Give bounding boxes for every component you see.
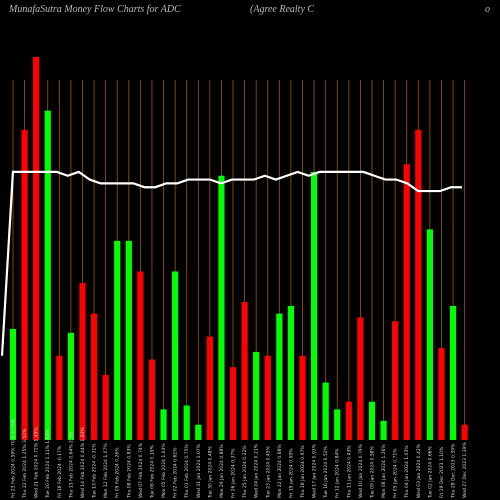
bar-green	[449, 305, 457, 440]
bar-red	[241, 302, 248, 440]
bar-green	[426, 229, 433, 440]
money-flow-line	[0, 170, 462, 356]
x-tick-label: Tue 20 Feb 2024 1.11% 1.62%	[45, 429, 51, 499]
x-tick-label: Mon 29 Jan 2024 0.88%	[219, 444, 225, 498]
bar-red	[56, 355, 63, 440]
bar-green	[172, 271, 179, 440]
x-tick-label: Tue 16 Jan 2024 0.51%	[323, 445, 329, 499]
x-tick-label: Tue 23 Jan 2024 0.45%	[265, 445, 271, 499]
x-tick-label: Tue 09 Jan 2024 0.58%	[369, 445, 375, 499]
x-tick-labels: Fri 23 Feb 2024 0.59% 70.6, 0.76% Thu 22 …	[11, 418, 469, 499]
bar-green	[276, 313, 283, 440]
x-tick-label: Wed 17 Jan 2024 0.93%	[312, 443, 318, 498]
bar-green	[67, 332, 74, 440]
bar-red	[461, 424, 468, 440]
x-tick-label: Fri 23 Feb 2024 0.59% 70.6, 0.76%	[11, 418, 17, 498]
bar-red	[33, 57, 40, 440]
bar-red	[299, 355, 306, 440]
bar-red	[229, 367, 237, 440]
x-tick-label: Fri 19 Jan 2024 0.59%	[288, 448, 294, 498]
x-tick-label: Fri 29 Dec 2023 1.10%	[439, 446, 445, 498]
x-tick-label: Wed 14 Feb 2024 0.44% 1.63%	[80, 427, 86, 498]
x-tick-label: Wed 07 Feb 2024 0.74%	[138, 442, 144, 498]
bar-green	[287, 305, 295, 440]
bar-green	[183, 405, 190, 440]
x-tick-label: Fri 02 Feb 2024 0.61%	[173, 447, 179, 498]
x-tick-label: Mon 22 Jan 2024 0.68%	[277, 444, 283, 498]
bar-green	[218, 175, 225, 441]
x-tick-label: Wed 21 Feb 2024 0.72% 1.45%	[34, 427, 40, 498]
x-tick-label: Mon 08 Jan 2024 1.26%	[381, 444, 387, 498]
x-tick-label: Thu 15 Feb 2024 0.64% 2.5%	[68, 431, 74, 499]
bar-red	[403, 164, 410, 441]
bar-green	[334, 409, 341, 440]
bar-green	[160, 409, 167, 440]
bar-red	[357, 317, 364, 440]
x-tick-label: Wed 03 Jan 2024 0.42%	[416, 443, 422, 498]
bar-red	[264, 355, 271, 440]
bar-red	[415, 129, 422, 440]
chart-title: MunafaSutra Money Flow Charts for ADC (A…	[9, 4, 490, 20]
x-tick-label: Thu 25 Jan 2024 0.32%	[242, 445, 248, 499]
x-tick-label: Fri 09 Feb 2024 0.26%	[115, 447, 121, 498]
chart-title-tail: o	[485, 4, 490, 15]
x-tick-label: Thu 18 Jan 2024 0.97%	[300, 445, 306, 499]
bar-red	[345, 401, 352, 440]
x-tick-label: Wed 31 Jan 2024 1.07%	[196, 443, 202, 498]
bar-red	[90, 313, 98, 440]
x-tick-label: Fri 26 Jan 2024 0.37%	[231, 448, 237, 498]
x-tick-label: Thu 28 Dec 2023 0.39%	[451, 443, 457, 499]
bar-green	[125, 240, 132, 440]
x-tick-label: Fri 12 Jan 2024 0.84%	[335, 448, 341, 498]
bar-green	[114, 240, 121, 440]
x-tick-label: Thu 22 Feb 2024 1.25% 3.52%	[22, 428, 28, 499]
x-tick-label: Fri 16 Feb 2024 -0.17%	[57, 445, 63, 498]
x-tick-label: Mon 05 Feb 2024 1.04%	[161, 443, 167, 498]
x-tick-label: Tue 02 Jan 2024 0.66%	[427, 445, 433, 499]
bar-red	[79, 282, 86, 440]
x-tick-label: Thu 08 Feb 2024 0.83%	[126, 444, 132, 499]
bar-red	[206, 336, 213, 440]
x-tick-label: Tue 13 Feb 2024 -0.31%	[92, 443, 98, 499]
bar-green	[253, 351, 260, 440]
x-tick-label: Wed 10 Jan 2024 0.79%	[358, 443, 364, 498]
bar-red	[102, 374, 109, 440]
bar-red	[137, 271, 144, 440]
bar-green	[44, 110, 51, 441]
bars	[9, 57, 468, 441]
bar-green	[310, 171, 318, 440]
x-tick-label: Thu 01 Feb 2024 0.75%	[184, 444, 190, 499]
x-tick-label: Thu 11 Jan 2024 0.43%	[346, 445, 352, 499]
x-tick-label: Wed 27 Dec 2023 1.39%	[462, 442, 468, 498]
bar-green	[322, 382, 329, 440]
bar-red	[392, 321, 399, 440]
bar-green	[9, 328, 17, 440]
chart-title-left: MunafaSutra Money Flow Charts for ADC	[9, 4, 181, 15]
bar-green	[380, 420, 387, 440]
bar-green	[368, 401, 376, 440]
bar-green	[195, 424, 202, 440]
x-tick-label: Tue 30 Jan 2024 0.48%	[207, 445, 213, 499]
bar-red	[438, 348, 445, 440]
x-tick-label: Thu 04 Jan 2024 1.03%	[404, 445, 410, 499]
x-tick-label: Tue 06 Feb 2024 0.19%	[149, 444, 155, 499]
x-tick-label: Fri 05 Jan 2024 0.71%	[393, 448, 399, 498]
x-tick-label: Mon 12 Feb 2024 1.07%	[103, 443, 109, 498]
bar-red	[21, 129, 28, 440]
chart-title-company: (Agree Realty C	[250, 4, 315, 15]
bar-red	[148, 359, 156, 440]
x-tick-label: Wed 24 Jan 2024 0.21%	[254, 443, 260, 498]
